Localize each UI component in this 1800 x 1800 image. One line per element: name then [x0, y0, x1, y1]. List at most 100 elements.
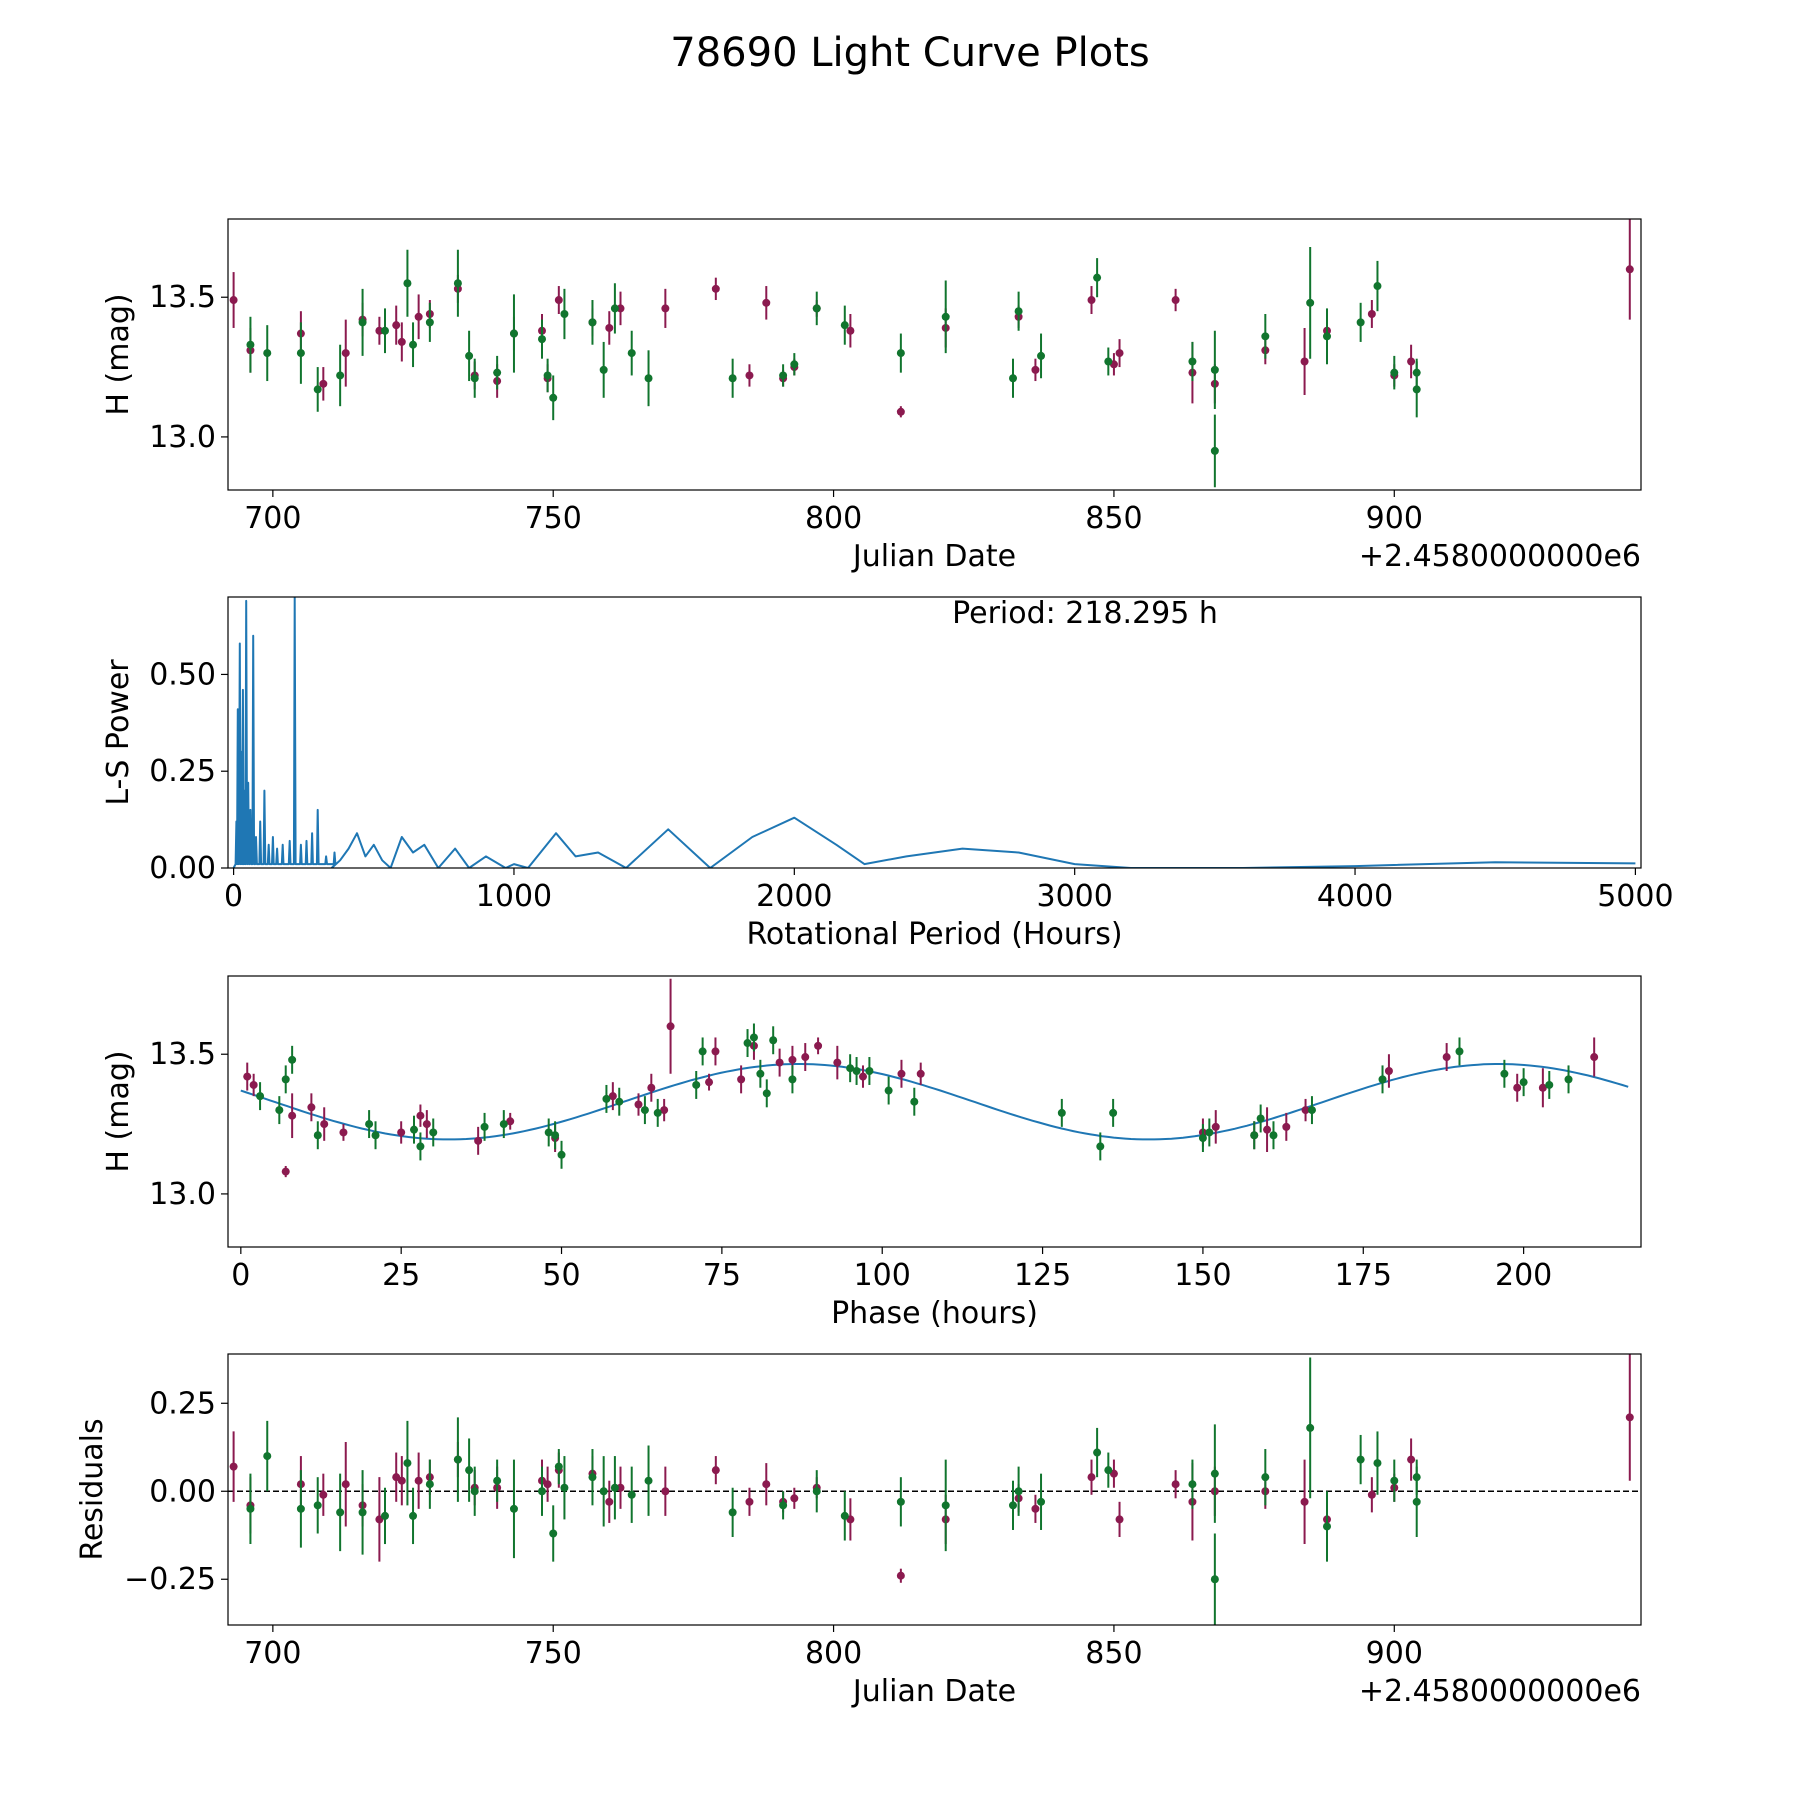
- data-point: [1300, 357, 1309, 366]
- phased-series-b: [256, 1023, 1573, 1169]
- data-point: [711, 284, 720, 293]
- data-point: [1096, 1142, 1105, 1151]
- y-tick-label: 13.5: [149, 1037, 216, 1072]
- periodogram-plot-area: [232, 597, 1636, 868]
- data-point: [745, 1497, 754, 1506]
- data-point: [288, 1055, 297, 1064]
- data-point: [425, 1480, 434, 1489]
- data-point: [403, 1459, 412, 1468]
- data-point: [414, 1476, 423, 1485]
- y-tick-label: 13.0: [149, 420, 216, 455]
- data-point: [1093, 273, 1102, 282]
- data-point: [728, 374, 737, 383]
- data-point: [884, 1086, 893, 1095]
- data-point: [1625, 265, 1634, 274]
- x-tick-label: 0: [224, 879, 243, 914]
- data-point: [1104, 1466, 1113, 1475]
- x-tick-label: 700: [244, 501, 301, 536]
- data-point: [599, 365, 608, 374]
- data-point: [762, 1089, 771, 1098]
- x-tick-label: 125: [1014, 1258, 1071, 1293]
- data-point: [1373, 1459, 1382, 1468]
- y-tick-label: −0.25: [124, 1562, 216, 1597]
- data-point: [897, 1069, 906, 1078]
- data-point: [381, 1511, 389, 1520]
- x-tick-label: 850: [1085, 1636, 1142, 1671]
- data-point: [544, 1128, 553, 1137]
- data-point: [698, 1047, 707, 1056]
- data-point: [769, 1036, 778, 1045]
- data-point: [288, 1111, 297, 1120]
- data-point: [554, 296, 563, 305]
- x-tick-label: 3000: [1036, 879, 1112, 914]
- data-point: [610, 1483, 619, 1492]
- data-point: [588, 318, 597, 327]
- data-point: [1590, 1053, 1599, 1062]
- data-point: [1104, 357, 1113, 366]
- data-point: [397, 1476, 406, 1485]
- y-axis-label: L-S Power: [101, 659, 136, 806]
- data-point: [246, 340, 255, 349]
- lightcurve-series-b: [246, 246, 1421, 488]
- data-point: [493, 368, 502, 377]
- data-point: [627, 349, 636, 358]
- data-point: [1087, 296, 1096, 305]
- data-point: [296, 349, 305, 358]
- x-tick-label: 175: [1335, 1258, 1392, 1293]
- data-point: [1390, 1476, 1399, 1485]
- data-point: [1306, 298, 1315, 307]
- data-point: [397, 337, 406, 346]
- y-tick-label: 0.00: [149, 1474, 216, 1509]
- data-point: [1373, 282, 1382, 291]
- data-point: [1210, 1469, 1219, 1478]
- data-point: [281, 1075, 290, 1084]
- data-point: [812, 1487, 821, 1496]
- data-point: [602, 1094, 611, 1103]
- data-point: [249, 1080, 258, 1089]
- data-point: [263, 1452, 272, 1461]
- data-point: [1323, 1522, 1331, 1531]
- period-annotation: Period: 218.295 h: [952, 596, 1218, 631]
- data-point: [814, 1041, 823, 1050]
- data-point: [737, 1075, 746, 1084]
- data-point: [779, 1501, 788, 1510]
- data-point: [588, 1473, 597, 1482]
- data-point: [313, 1501, 322, 1510]
- x-tick-label: 100: [854, 1258, 911, 1293]
- x-tick-label: 2000: [756, 879, 832, 914]
- data-point: [1009, 374, 1017, 383]
- data-point: [644, 1476, 653, 1485]
- data-point: [313, 1131, 322, 1140]
- data-point: [647, 1083, 656, 1092]
- data-point: [557, 1150, 566, 1159]
- x-tick-label: 750: [525, 501, 582, 536]
- data-point: [840, 1511, 849, 1520]
- x-tick-label: 900: [1366, 501, 1423, 536]
- data-point: [246, 1504, 255, 1513]
- x-tick-label: 50: [542, 1258, 580, 1293]
- data-point: [543, 1480, 552, 1489]
- x-tick-label: 150: [1174, 1258, 1231, 1293]
- lightcurve-axes-frame: [227, 218, 1642, 491]
- data-point: [788, 1055, 797, 1064]
- data-point: [1188, 357, 1197, 366]
- data-point: [660, 1106, 669, 1115]
- data-point: [1412, 1497, 1421, 1506]
- data-point: [422, 1120, 431, 1129]
- data-point: [801, 1053, 810, 1062]
- y-tick-label: 0.25: [149, 754, 216, 789]
- data-point: [410, 1125, 419, 1134]
- data-point: [538, 335, 546, 344]
- data-point: [790, 1494, 799, 1503]
- data-point: [229, 1462, 238, 1471]
- residuals-axes-frame: [227, 1353, 1642, 1626]
- data-point: [1269, 1131, 1278, 1140]
- x-axis-label: Julian Date: [851, 1674, 1016, 1709]
- data-point: [341, 349, 350, 358]
- data-point: [429, 1128, 438, 1137]
- data-point: [661, 1487, 670, 1496]
- data-point: [711, 1047, 720, 1056]
- data-point: [1014, 307, 1023, 316]
- data-point: [509, 329, 518, 338]
- data-point: [1261, 332, 1270, 341]
